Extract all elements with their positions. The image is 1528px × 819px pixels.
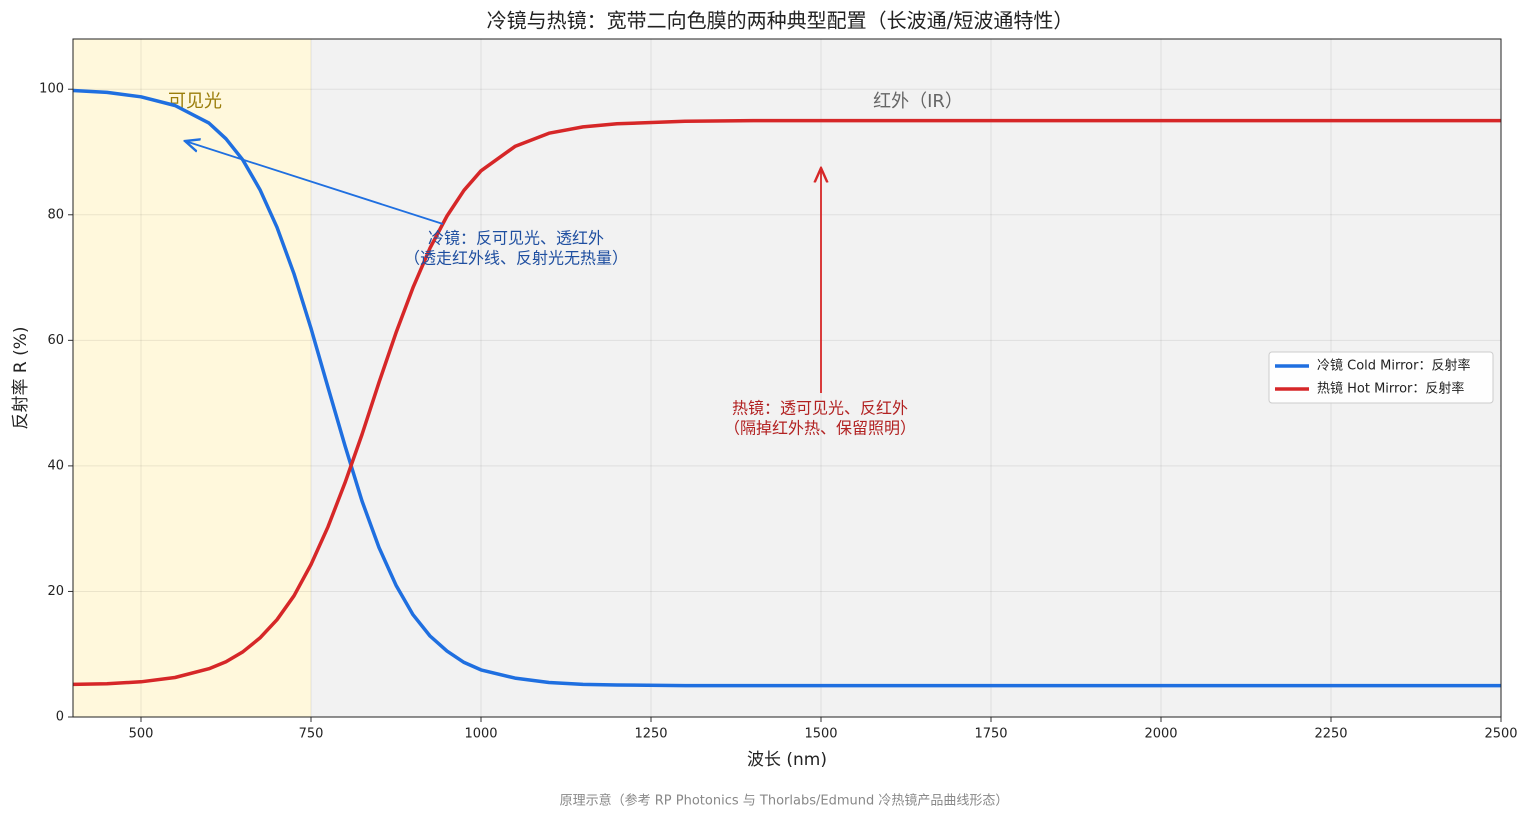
annotation-text: （隔掉红外热、保留照明） — [724, 419, 916, 438]
legend-label: 冷镜 Cold Mirror：反射率 — [1317, 358, 1470, 374]
data-line — [72, 88, 1501, 688]
annotation-arrow — [185, 141, 444, 225]
x-tick-label: 2500 — [1484, 727, 1517, 742]
x-tick-label: 1750 — [974, 727, 1007, 742]
region-label: 可见光 — [168, 91, 222, 112]
legend-label: 热镜 Hot Mirror：反射率 — [1317, 381, 1464, 397]
chart-title: 冷镜与热镜：宽带二向色膜的两种典型配置（长波通/短波通特性） — [487, 9, 1074, 33]
y-axis-label: 反射率 R (%) — [11, 326, 31, 429]
y-tick-label: 100 — [39, 82, 64, 97]
y-tick-label: 0 — [56, 710, 64, 725]
legend-box — [1268, 351, 1494, 404]
y-tick-label: 20 — [47, 584, 64, 599]
region-label: 红外（IR） — [873, 91, 963, 112]
y-tick-label: 40 — [47, 458, 64, 473]
x-tick-label: 750 — [299, 727, 324, 742]
x-tick-label: 2250 — [1314, 727, 1347, 742]
annotation-text: （透走红外线、反射光无热量） — [404, 249, 628, 268]
footnote: 原理示意（参考 RP Photonics 与 Thorlabs/Edmund 冷… — [560, 793, 1009, 809]
x-tick-label: 1250 — [634, 727, 667, 742]
x-tick-label: 1000 — [464, 727, 497, 742]
x-axis-label: 波长 (nm) — [747, 750, 827, 770]
annotation-text: 冷镜：反可见光、透红外 — [428, 229, 604, 248]
x-tick-label: 1500 — [804, 727, 837, 742]
x-tick-label: 500 — [129, 727, 154, 742]
shaded-region — [73, 39, 311, 717]
annotation-text: 热镜：透可见光、反红外 — [732, 399, 908, 418]
data-line — [72, 118, 1501, 687]
plot-frame — [72, 38, 1502, 718]
y-tick-label: 60 — [47, 333, 64, 348]
y-tick-label: 80 — [47, 207, 64, 222]
x-tick-label: 2000 — [1144, 727, 1177, 742]
